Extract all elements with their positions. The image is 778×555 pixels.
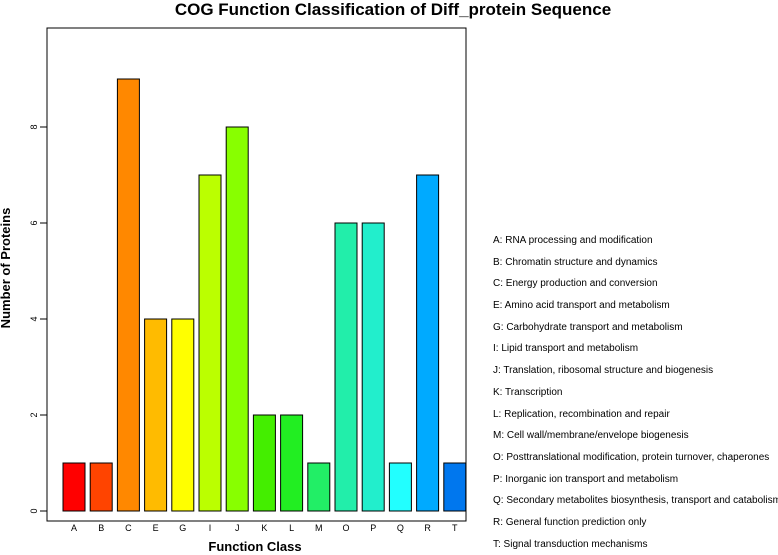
x-tick-label: K xyxy=(261,523,267,533)
x-tick-label: P xyxy=(370,523,376,533)
x-tick-label: J xyxy=(235,523,240,533)
x-tick-label: B xyxy=(98,523,104,533)
y-axis-ticks: 0 2 4 6 8 xyxy=(29,124,47,514)
x-tick-label: G xyxy=(179,523,186,533)
x-tick-label: M xyxy=(315,523,323,533)
bar-t xyxy=(443,462,467,512)
y-tick-label: 8 xyxy=(29,124,39,129)
x-tick-label: T xyxy=(452,523,458,533)
legend-item: M: Cell wall/membrane/envelope biogenesi… xyxy=(493,430,689,442)
legend-item: A: RNA processing and modification xyxy=(493,235,653,246)
bar-k xyxy=(252,414,276,512)
y-tick-label: 0 xyxy=(29,508,39,513)
bar-a xyxy=(62,462,86,512)
x-tick-label: A xyxy=(71,523,77,533)
bar-p xyxy=(361,222,385,512)
x-tick-label: Q xyxy=(397,523,404,533)
legend-item: G: Carbohydrate transport and metabolism xyxy=(493,321,683,333)
legend-item: Q: Secondary metabolites biosynthesis, t… xyxy=(493,495,778,507)
bar-e xyxy=(144,318,168,512)
bar-m xyxy=(307,462,331,512)
legend-item: O: Posttranslational modification, prote… xyxy=(493,451,770,463)
bar-j xyxy=(225,126,249,512)
legend: A: RNA processing and modification B: Chr… xyxy=(493,230,778,555)
y-tick-label: 2 xyxy=(29,412,39,417)
legend-item: I: Lipid transport and metabolism xyxy=(493,343,639,355)
x-tick-label: I xyxy=(209,523,212,533)
y-axis-title: Number of Proteins xyxy=(0,208,13,329)
x-tick-label: R xyxy=(424,523,431,533)
bar-q xyxy=(388,462,412,512)
bar-b xyxy=(89,462,113,512)
legend-item: P: Inorganic ion transport and metabolis… xyxy=(493,473,679,485)
legend-item: K: Transcription xyxy=(493,386,563,398)
x-tick-label: O xyxy=(342,523,349,533)
bar-i xyxy=(198,174,222,512)
legend-item: E: Amino acid transport and metabolism xyxy=(493,300,670,312)
bar-r xyxy=(416,174,440,512)
bar-l xyxy=(280,414,304,512)
bar-g xyxy=(171,318,195,512)
bars xyxy=(62,78,467,512)
legend-item: R: General function prediction only xyxy=(493,516,647,528)
y-tick-label: 6 xyxy=(29,220,39,225)
x-tick-label: L xyxy=(289,523,294,533)
chart-title: COG Function Classification of Diff_prot… xyxy=(175,0,611,19)
x-axis-title: Function Class xyxy=(208,539,301,553)
legend-item: T: Signal transduction mechanisms xyxy=(493,538,648,550)
x-tick-label: C xyxy=(125,523,132,533)
y-tick-label: 4 xyxy=(29,316,39,321)
legend-item: J: Translation, ribosomal structure and … xyxy=(493,365,714,377)
x-tick-label: E xyxy=(153,523,159,533)
legend-item: C: Energy production and conversion xyxy=(493,278,658,290)
legend-item: B: Chromatin structure and dynamics xyxy=(493,256,658,268)
legend-item: L: Replication, recombination and repair xyxy=(493,408,670,420)
bar-o xyxy=(334,222,358,512)
bar-c xyxy=(116,78,140,512)
